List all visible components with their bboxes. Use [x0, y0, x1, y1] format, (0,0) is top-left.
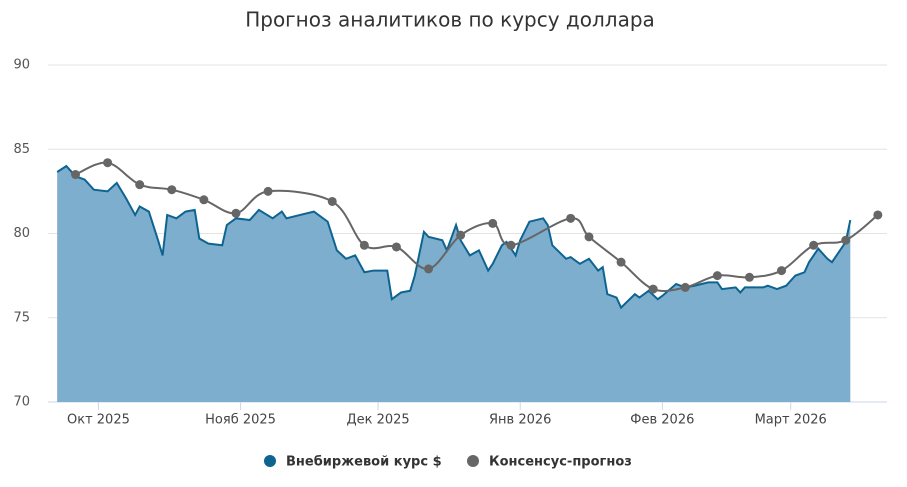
point-marker	[359, 240, 369, 250]
point-marker	[680, 282, 690, 292]
legend-marker[interactable]	[264, 455, 276, 467]
area-fill	[57, 166, 851, 402]
point-marker	[391, 242, 401, 252]
point-marker	[506, 240, 516, 250]
x-tick-label: Дек 2025	[346, 413, 409, 428]
point-marker	[873, 210, 883, 220]
point-marker	[809, 240, 819, 250]
chart-title: Прогноз аналитиков по курсу доллара	[245, 8, 655, 32]
legend-label[interactable]: Внебиржевой курс $	[286, 455, 442, 470]
point-marker	[71, 170, 81, 180]
point-marker	[231, 208, 241, 218]
y-tick-label: 75	[13, 310, 30, 325]
x-tick-label: Март 2026	[755, 413, 827, 428]
point-marker	[841, 235, 851, 245]
point-marker	[744, 272, 754, 282]
point-marker	[424, 264, 434, 274]
point-marker	[488, 218, 498, 228]
x-tick-label: Фев 2026	[630, 413, 694, 428]
point-marker	[456, 230, 466, 240]
y-tick-label: 80	[13, 226, 30, 241]
point-marker	[648, 284, 658, 294]
y-tick-label: 85	[13, 142, 30, 157]
point-marker	[103, 158, 113, 168]
y-tick-label: 90	[13, 58, 30, 73]
point-marker	[135, 180, 145, 190]
x-tick-label: Окт 2025	[67, 413, 130, 428]
point-marker	[566, 213, 576, 223]
point-marker	[199, 195, 209, 205]
point-marker	[584, 232, 594, 242]
legend-label[interactable]: Консенсус-прогноз	[489, 455, 632, 470]
area-line	[56, 164, 852, 310]
legend-marker[interactable]	[467, 455, 479, 467]
point-marker	[777, 266, 787, 276]
x-tick-label: Янв 2026	[489, 413, 551, 428]
y-tick-label: 70	[13, 395, 30, 410]
point-marker	[327, 196, 337, 206]
point-marker	[263, 186, 273, 196]
point-marker	[616, 257, 626, 267]
x-tick-label: Нояб 2025	[205, 413, 276, 428]
point-marker	[167, 185, 177, 195]
point-marker	[712, 271, 722, 281]
